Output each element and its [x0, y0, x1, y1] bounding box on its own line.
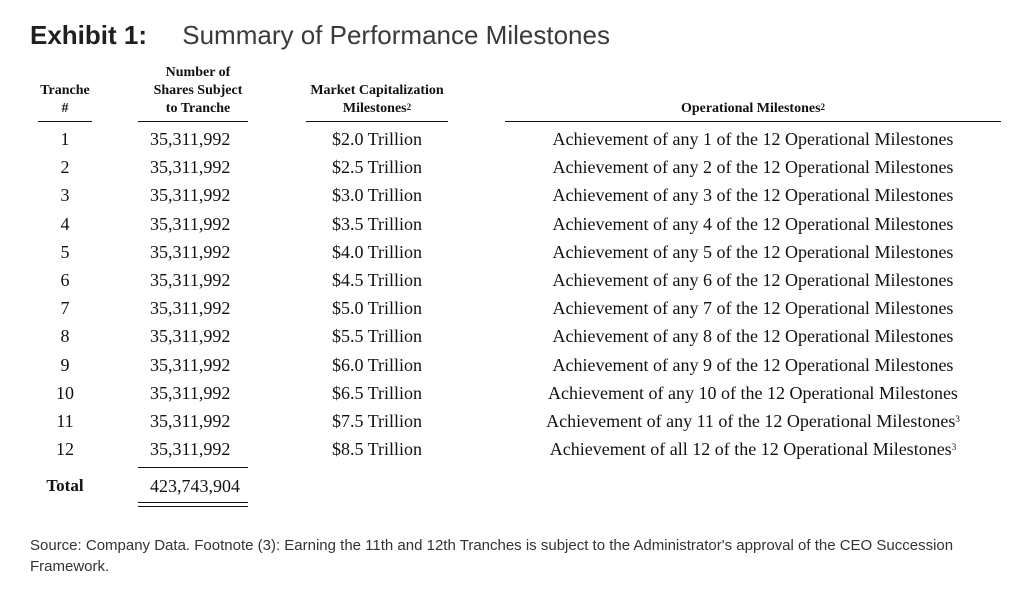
shares-count: 35,311,992: [150, 129, 231, 149]
shares-count: 35,311,992: [150, 355, 231, 375]
header-mcap-rule: [306, 121, 448, 122]
tranche-number: 8: [60, 326, 70, 346]
operational-milestone-footnote: 3: [951, 442, 957, 452]
shares-count: 35,311,992: [150, 242, 231, 262]
header-shares-line1: Number of: [165, 65, 231, 80]
tranche-number: 12: [56, 439, 74, 459]
tranche-number: 5: [60, 242, 70, 262]
total-double-rule-2: [138, 506, 248, 507]
shares-count: 35,311,992: [150, 383, 231, 403]
market-cap-milestone: $2.0 Trillion: [331, 129, 423, 149]
shares-count: 35,311,992: [150, 326, 231, 346]
total-value: 423,743,904: [150, 476, 240, 496]
tranche-number: 3: [60, 185, 70, 205]
header-ops-label: Operational Milestones: [680, 101, 821, 116]
source-note: Source: Company Data. Footnote (3): Earn…: [30, 537, 954, 575]
tranche-number: 2: [60, 157, 70, 177]
shares-count: 35,311,992: [150, 185, 231, 205]
market-cap-milestone: $8.5 Trillion: [331, 439, 423, 459]
tranche-number: 4: [60, 214, 70, 234]
total-label: Total: [46, 476, 84, 495]
tranche-number: 6: [60, 270, 70, 290]
tranche-number: 9: [60, 355, 70, 375]
shares-count: 35,311,992: [150, 298, 231, 318]
header-mcap: Market Capitalization Milestones2: [296, 82, 458, 118]
shares-count: 35,311,992: [150, 214, 231, 234]
operational-milestone: Achievement of any 6 of the 12 Operation…: [505, 266, 1001, 294]
operational-milestone-text: Achievement of any 8 of the 12 Operation…: [552, 326, 954, 346]
header-shares: Number of Shares Subject to Tranche: [128, 64, 268, 118]
market-cap-milestone: $2.5 Trillion: [331, 157, 423, 177]
header-tranche: Tranche #: [30, 82, 100, 118]
market-cap-milestone: $4.0 Trillion: [331, 242, 423, 262]
header-mcap-line2: Milestones: [342, 101, 407, 116]
operational-milestone-text: Achievement of any 3 of the 12 Operation…: [552, 185, 954, 205]
operational-milestone-text: Achievement of any 10 of the 12 Operatio…: [548, 383, 958, 403]
market-cap-milestone: $3.0 Trillion: [331, 185, 423, 205]
operational-milestone: Achievement of any 11 of the 12 Operatio…: [505, 407, 1001, 435]
exhibit-label: Exhibit 1:: [30, 20, 148, 50]
header-ops-rule: [505, 121, 1001, 122]
market-cap-milestone: $5.0 Trillion: [331, 298, 423, 318]
operational-milestone: Achievement of any 5 of the 12 Operation…: [505, 238, 1001, 266]
operational-milestone: Achievement of any 8 of the 12 Operation…: [505, 322, 1001, 350]
shares-count: 35,311,992: [150, 439, 231, 459]
header-tranche-line1: Tranche: [40, 83, 90, 98]
market-cap-milestone: $4.5 Trillion: [331, 270, 423, 290]
operational-milestone-text: Achievement of all 12 of the 12 Operatio…: [549, 439, 952, 459]
operational-milestone: Achievement of any 7 of the 12 Operation…: [505, 294, 1001, 322]
operational-milestone-text: Achievement of any 9 of the 12 Operation…: [552, 355, 954, 375]
market-cap-milestone: $3.5 Trillion: [331, 214, 423, 234]
operational-milestone-text: Achievement of any 6 of the 12 Operation…: [552, 270, 954, 290]
shares-count: 35,311,992: [150, 411, 231, 431]
operational-milestone-text: Achievement of any 7 of the 12 Operation…: [552, 298, 954, 318]
shares-count: 35,311,992: [150, 157, 231, 177]
market-cap-milestone: $5.5 Trillion: [331, 326, 423, 346]
operational-milestone-text: Achievement of any 11 of the 12 Operatio…: [546, 411, 956, 431]
operational-milestone: Achievement of any 2 of the 12 Operation…: [505, 153, 1001, 181]
tranche-number: 10: [56, 383, 74, 403]
market-cap-milestone: $6.5 Trillion: [331, 383, 423, 403]
header-tranche-rule: [38, 121, 92, 122]
header-shares-line3: to Tranche: [165, 101, 231, 116]
operational-milestone: Achievement of any 1 of the 12 Operation…: [505, 125, 1001, 153]
exhibit-title: Exhibit 1: Summary of Performance Milest…: [30, 20, 610, 51]
header-mcap-line1: Market Capitalization: [310, 83, 444, 98]
tranche-number: 11: [56, 411, 74, 431]
operational-milestone-text: Achievement of any 2 of the 12 Operation…: [552, 157, 954, 177]
operational-milestone-text: Achievement of any 1 of the 12 Operation…: [552, 129, 954, 149]
market-cap-milestone: $6.0 Trillion: [331, 355, 423, 375]
total-double-rule-1: [138, 502, 248, 503]
header-shares-line2: Shares Subject: [153, 83, 243, 98]
exhibit-subtitle: Summary of Performance Milestones: [182, 20, 610, 50]
operational-milestone-footnote: 3: [955, 414, 960, 424]
header-shares-rule: [138, 121, 248, 122]
header-tranche-line2: #: [61, 101, 69, 116]
operational-milestone: Achievement of any 10 of the 12 Operatio…: [505, 379, 1001, 407]
header-ops-footnote: 2: [820, 102, 826, 112]
operational-milestone: Achievement of any 4 of the 12 Operation…: [505, 210, 1001, 238]
operational-milestone: Achievement of all 12 of the 12 Operatio…: [505, 435, 1001, 463]
operational-milestone-text: Achievement of any 5 of the 12 Operation…: [552, 242, 954, 262]
operational-milestone-text: Achievement of any 4 of the 12 Operation…: [552, 214, 954, 234]
operational-milestone: Achievement of any 9 of the 12 Operation…: [505, 351, 1001, 379]
header-ops: Operational Milestones2: [505, 100, 1001, 118]
tranche-number: 7: [60, 298, 70, 318]
header-mcap-footnote: 2: [406, 102, 412, 112]
operational-milestone: Achievement of any 3 of the 12 Operation…: [505, 181, 1001, 209]
market-cap-milestone: $7.5 Trillion: [331, 411, 423, 431]
total-rule-top: [138, 467, 248, 468]
tranche-number: 1: [60, 129, 70, 149]
shares-count: 35,311,992: [150, 270, 231, 290]
